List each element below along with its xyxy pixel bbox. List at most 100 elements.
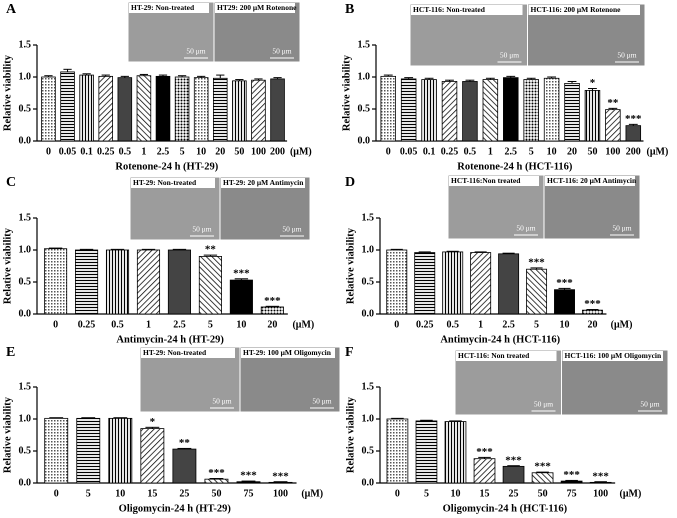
caption-box (221, 178, 305, 188)
scale-label: 50 μm (192, 225, 211, 234)
caption-box (528, 5, 640, 15)
x-tick-label: 5 (529, 146, 534, 157)
x-unit: (μM) (647, 146, 669, 157)
bar (605, 109, 621, 142)
bar (270, 78, 285, 142)
significance: *** (592, 470, 609, 482)
x-tick-label: 5 (180, 146, 185, 157)
inset-caption: HT-29: Non-treated (133, 178, 197, 187)
y-tick-label: 1.0 (358, 71, 371, 82)
x-tick-label: 50 (587, 146, 597, 157)
bar (79, 74, 94, 142)
bar (268, 481, 293, 484)
x-unit: (μM) (292, 319, 314, 330)
inset-caption: HCT-116: Non treated (458, 351, 530, 360)
x-tick-label: 0.1 (80, 146, 93, 157)
y-tick-label: 1.0 (19, 413, 32, 424)
inset-caption: HCT-116:Non treated (451, 176, 521, 185)
x-tick-label: 0.5 (464, 146, 477, 157)
x-unit: (μM) (611, 319, 633, 330)
y-tick-label: 0.0 (19, 135, 32, 146)
x-tick-label: 200 (626, 146, 641, 157)
y-tick-label: 1.5 (362, 212, 375, 223)
bar (167, 249, 191, 315)
bar (498, 253, 520, 315)
bar (136, 75, 152, 142)
x-tick-label: 10 (236, 319, 246, 330)
significance: ** (179, 437, 191, 449)
significance: *** (476, 446, 493, 458)
bar (108, 417, 133, 484)
significance: *** (505, 454, 522, 466)
x-tick-label: 15 (480, 488, 490, 499)
scale-label: 50 μm (516, 224, 535, 233)
y-tick-label: 0.5 (19, 276, 32, 287)
x-axis-label: Antimycin-24 h (HCT-116) (440, 334, 560, 345)
bar (75, 249, 99, 315)
x-tick-label: 0 (394, 319, 399, 330)
bar (470, 252, 492, 315)
x-tick-label: 0.25 (416, 319, 434, 330)
x-tick-label: 75 (243, 488, 253, 499)
inset-caption: HT-29: 100 μM Oligomycin (243, 348, 332, 357)
x-tick-label: 100 (251, 146, 266, 157)
x-tick-label: 10 (547, 146, 557, 157)
x-tick-label: 0 (53, 319, 58, 330)
scale-label: 50 μm (640, 400, 659, 409)
y-axis-label: Relative viability (345, 227, 356, 304)
significance: *** (625, 113, 642, 125)
scale-label: 50 μm (312, 397, 331, 406)
x-tick-label: 2.5 (505, 146, 518, 157)
x-tick-label: 5 (208, 319, 213, 330)
x-tick-label: 0.25 (78, 319, 96, 330)
bar (554, 289, 575, 315)
bar (442, 251, 464, 315)
bar (44, 248, 68, 315)
bar (560, 480, 583, 484)
y-tick-label: 0.0 (19, 308, 32, 319)
x-unit: (μM) (301, 488, 323, 499)
x-tick-label: 0.5 (111, 319, 124, 330)
bar (386, 418, 409, 484)
x-tick-label: 50 (211, 488, 221, 499)
bar (444, 421, 467, 484)
x-axis-label: Rotenone-24 h (HT-29) (115, 161, 218, 172)
significance: *** (534, 461, 551, 473)
x-tick-label: 50 (234, 146, 244, 157)
bar (421, 79, 437, 142)
y-tick-label: 1.0 (362, 413, 375, 424)
bar (60, 71, 75, 142)
x-axis-label: Oligomycin-24 h (HCT-116) (443, 503, 568, 514)
bar (531, 472, 554, 484)
caption-box (141, 348, 235, 358)
x-tick-label: 10 (196, 146, 206, 157)
bar (584, 90, 601, 142)
x-unit: (μM) (290, 146, 312, 157)
caption-box (411, 5, 523, 15)
significance: * (150, 416, 156, 428)
x-axis-label: Antimycin-24 h (HT-29) (116, 334, 224, 345)
x-tick-label: 0.5 (446, 319, 459, 330)
bar (172, 448, 197, 484)
significance: *** (233, 267, 250, 279)
panel-label: E (6, 345, 15, 360)
inset-caption: HCT-116: 100 μM Oligomycin (565, 351, 663, 360)
significance: *** (208, 467, 225, 479)
bar (140, 428, 165, 484)
x-tick-label: 20 (587, 319, 597, 330)
x-tick-label: 75 (567, 488, 577, 499)
bar (44, 417, 69, 484)
x-tick-label: 0.05 (400, 146, 418, 157)
x-tick-label: 2.5 (157, 146, 170, 157)
bar (414, 252, 436, 315)
x-tick-label: 1 (488, 146, 493, 157)
y-tick-label: 0.5 (358, 103, 371, 114)
bar (236, 481, 261, 484)
y-tick-label: 1.5 (19, 381, 32, 392)
x-tick-label: 50 (538, 488, 548, 499)
inset-caption: HT-29: Non-treated (131, 3, 195, 12)
x-tick-label: 5 (86, 488, 91, 499)
significance: *** (528, 256, 545, 268)
x-tick-label: 2.5 (173, 319, 186, 330)
